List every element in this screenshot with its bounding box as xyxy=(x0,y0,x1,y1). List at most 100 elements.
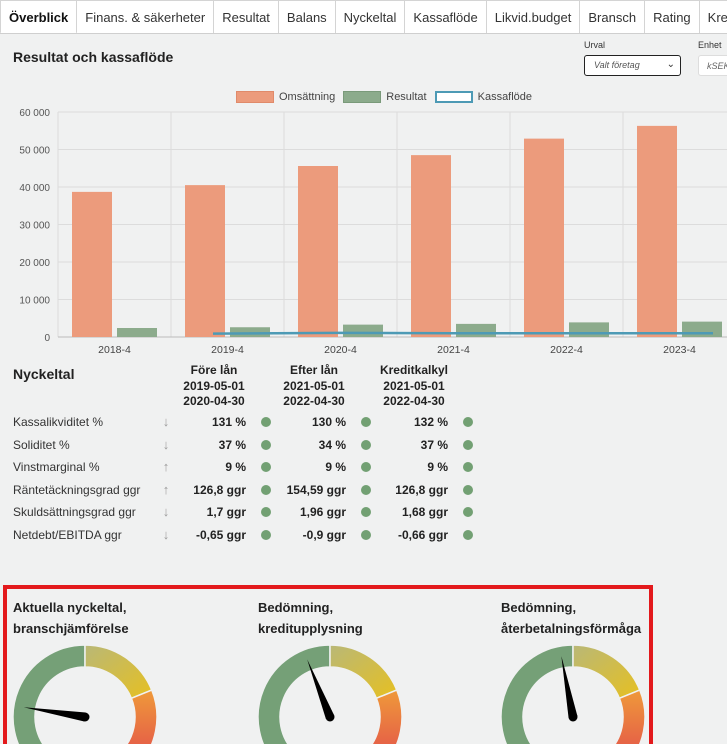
tab-kreditupplysning[interactable]: Kreditupplysning xyxy=(699,0,727,33)
x-tick-label: 2020-4 xyxy=(324,344,357,356)
bar-omsattning xyxy=(637,125,677,337)
result-cashflow-chart: 60 000 50 000 40 000 30 000 20 000 10 000 0 201… xyxy=(19,108,727,356)
chart-legend: Omsättning Resultat Kassaflöde xyxy=(236,91,540,103)
kpi-value: 131 % xyxy=(211,415,246,429)
column-header-from: 2021-05-01 xyxy=(283,378,345,393)
overview-panel: Resultat och kassaflöde Urval Valt föret… xyxy=(0,34,727,744)
bar-resultat xyxy=(117,328,157,337)
gauge-hub xyxy=(80,712,90,722)
kpi-value: 9 % xyxy=(225,460,246,474)
bar-omsattning xyxy=(185,185,225,337)
y-tick-label: 20 000 xyxy=(19,258,50,269)
column-header-label: Efter lån xyxy=(289,363,338,377)
y-tick-label: 50 000 xyxy=(19,146,50,157)
status-dot-icon xyxy=(463,507,473,517)
table-row: Soliditet % ↓ 37 % 34 % 37 % xyxy=(0,435,500,457)
gauge-title-line2: kreditupplysning xyxy=(258,621,363,636)
bar-resultat xyxy=(682,321,722,337)
tab-likvid-budget[interactable]: Likvid.budget xyxy=(486,0,581,33)
gauge-zone-red xyxy=(126,689,158,744)
legend-label-kassaflode: Kassaflöde xyxy=(477,91,533,103)
table-row: Räntetäckningsgrad ggr ↑ 126,8 ggr 154,59 g… xyxy=(0,480,500,502)
kpi-value: -0,66 ggr xyxy=(397,527,448,542)
table-row: Skuldsättningsgrad ggr ↓ 1,7 ggr 1,96 ggr 1,… xyxy=(0,502,500,524)
y-tick-label: 0 xyxy=(44,333,50,344)
enhet-select[interactable]: kSEK xyxy=(698,55,727,76)
bar-omsattning xyxy=(298,166,338,337)
table-row: Vinstmarginal % ↑ 9 % 9 % 9 % xyxy=(0,457,500,479)
bar-omsattning xyxy=(411,155,451,337)
status-dot-icon xyxy=(361,529,371,540)
kpi-value: 132 % xyxy=(413,415,448,429)
legend-item-resultat[interactable]: Resultat xyxy=(343,91,427,103)
status-dot-icon xyxy=(261,439,271,450)
kpi-label: Netdebt/EBITDA ggr xyxy=(13,527,122,542)
arrow-up-icon: ↑ xyxy=(162,481,170,497)
status-dot-icon xyxy=(261,529,271,540)
x-tick-label: 2019-4 xyxy=(211,344,244,356)
legend-swatch-kassaflode xyxy=(434,91,473,103)
kpi-value: 154,59 ggr xyxy=(286,482,346,497)
tab-rating[interactable]: Rating xyxy=(645,0,700,33)
x-tick-label: 2023-4 xyxy=(663,344,696,356)
risk-gauge xyxy=(500,644,646,744)
urval-selected-value: Valt företag xyxy=(594,60,640,70)
gauge-hub xyxy=(325,712,335,722)
kpi-value: 34 % xyxy=(318,437,346,452)
kpi-value: 126,8 ggr xyxy=(193,482,246,497)
kpi-value: 37 % xyxy=(420,437,448,452)
urval-label: Urval xyxy=(584,40,606,50)
kpi-label: Vinstmarginal % xyxy=(13,460,100,474)
kpi-value: -0,65 ggr xyxy=(195,527,246,542)
kpi-label: Räntetäckningsgrad ggr xyxy=(13,482,141,497)
kpi-value: 130 % xyxy=(311,415,346,429)
column-header-from: 2021-05-01 xyxy=(383,378,445,393)
gauge-title-line1: Bedömning, xyxy=(501,600,577,615)
status-dot-icon xyxy=(463,462,473,472)
kpi-value: 1,7 ggr xyxy=(206,505,246,519)
kpi-value: 37 % xyxy=(218,437,246,452)
gauge-needle xyxy=(23,707,86,722)
y-tick-label: 60 000 xyxy=(19,108,50,119)
status-dot-icon xyxy=(463,484,473,495)
legend-label-omsattning: Omsättning xyxy=(279,91,336,103)
kpi-value: 1,68 ggr xyxy=(401,505,448,519)
arrow-down-icon: ↓ xyxy=(162,436,170,452)
bar-resultat xyxy=(230,327,270,337)
status-dot-icon xyxy=(463,439,473,450)
tab-resultat[interactable]: Resultat xyxy=(214,0,279,33)
tab-bransch[interactable]: Bransch xyxy=(580,0,646,33)
column-header-efter-lan: Efter lån 2021-05-01 2022-04-30 xyxy=(269,363,359,410)
nyckeltal-title: Nyckeltal xyxy=(13,366,75,382)
legend-item-omsattning[interactable]: Omsättning xyxy=(236,91,335,103)
kpi-label: Soliditet % xyxy=(13,437,70,452)
column-header-from: 2019-05-01 xyxy=(183,378,245,393)
status-dot-icon xyxy=(463,417,473,427)
tab-balans[interactable]: Balans xyxy=(278,0,336,33)
risk-gauge xyxy=(12,644,158,744)
tab-nyckeltal[interactable]: Nyckeltal xyxy=(335,0,406,33)
kpi-value: 9 % xyxy=(325,460,346,474)
gauge-zone-red xyxy=(371,689,403,744)
status-dot-icon xyxy=(463,529,473,540)
y-tick-label: 40 000 xyxy=(19,183,50,194)
arrow-down-icon: ↓ xyxy=(162,504,170,519)
tab-kassaflöde[interactable]: Kassaflöde xyxy=(405,0,487,33)
x-tick-label: 2022-4 xyxy=(550,344,583,356)
card-title: Resultat och kassaflöde xyxy=(13,49,174,65)
status-dot-icon xyxy=(261,484,271,495)
kpi-value: -0,9 ggr xyxy=(302,527,346,542)
legend-item-kassaflode[interactable]: Kassaflöde xyxy=(434,91,533,103)
gauge-needle xyxy=(307,659,335,719)
x-tick-label: 2018-4 xyxy=(98,344,131,356)
tab-finans-säkerheter[interactable]: Finans. & säkerheter xyxy=(77,0,215,33)
status-dot-icon xyxy=(361,507,371,517)
arrow-down-icon: ↓ xyxy=(162,526,170,542)
status-dot-icon xyxy=(261,462,271,472)
urval-select[interactable]: Valt företag ⌄ xyxy=(584,55,681,76)
legend-label-resultat: Resultat xyxy=(386,91,427,103)
gauge-zone-yellow xyxy=(84,644,153,700)
status-dot-icon xyxy=(261,507,271,517)
tab-överblick[interactable]: Överblick xyxy=(0,0,78,33)
y-tick-label: 30 000 xyxy=(19,221,50,232)
